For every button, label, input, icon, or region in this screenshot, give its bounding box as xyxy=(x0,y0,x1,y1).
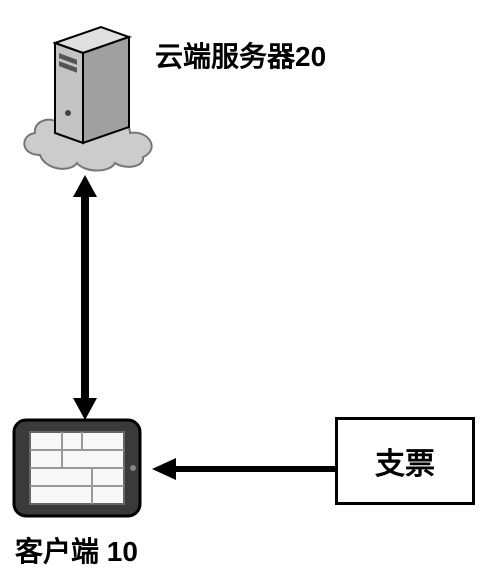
client-device-icon xyxy=(12,418,142,518)
arrow-vertical xyxy=(65,175,105,420)
server-label: 云端服务器20 xyxy=(155,35,326,75)
check-box: 支票 xyxy=(335,417,475,505)
check-label: 支票 xyxy=(375,439,435,483)
arrow-horizontal xyxy=(152,451,337,487)
client-label: 客户端 10 xyxy=(15,530,138,570)
server-icon xyxy=(53,25,133,145)
